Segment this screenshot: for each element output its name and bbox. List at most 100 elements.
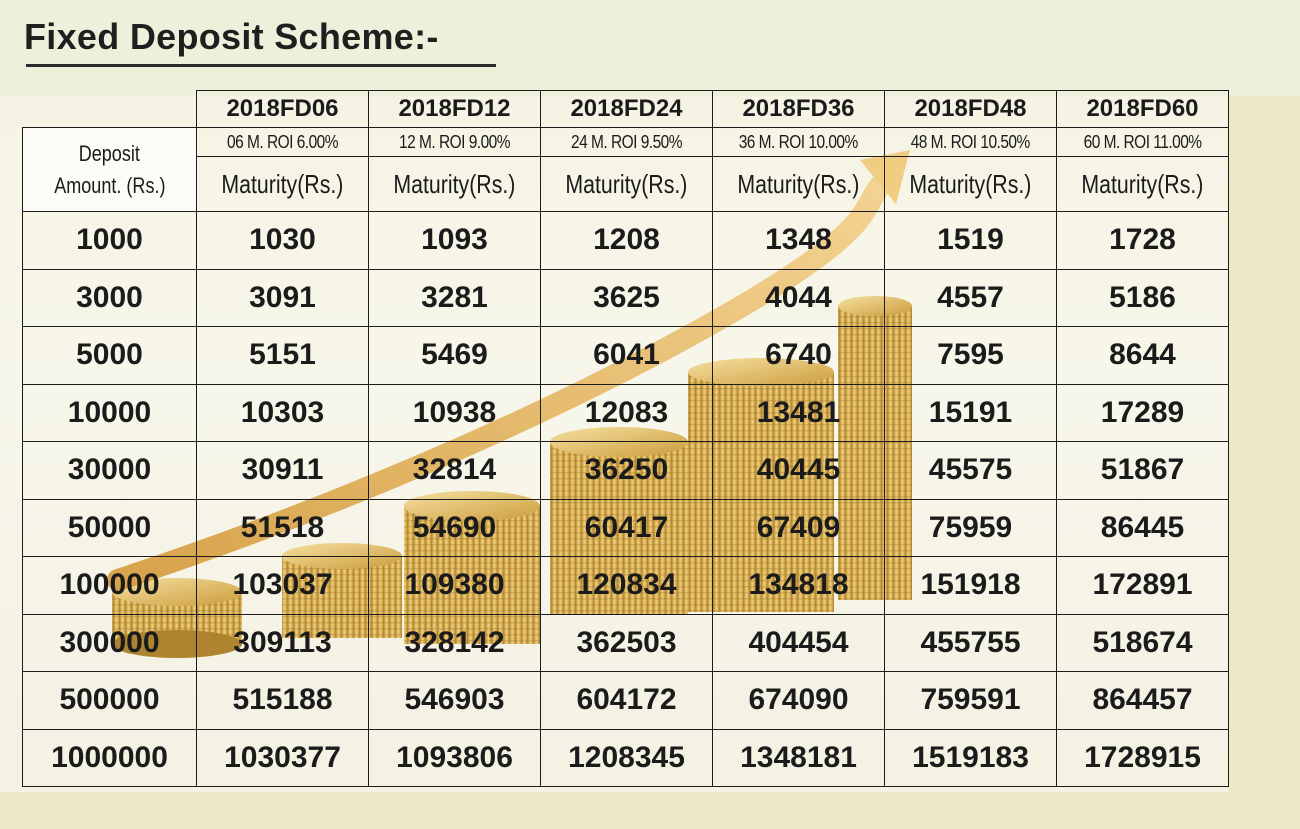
maturity-value-cell: 30911 (196, 441, 369, 500)
maturity-value-cell: 3281 (368, 268, 541, 327)
scheme-code: 2018FD48 (884, 90, 1057, 128)
maturity-header: Maturity(Rs.) (712, 156, 885, 212)
maturity-value-cell: 455755 (884, 613, 1057, 672)
deposit-amount-cell: 1000000 (22, 728, 197, 787)
deposit-amount-cell: 300000 (22, 613, 197, 672)
table-row: 500000 515188 546903 604172 674090 759591 8644… (22, 671, 1229, 730)
scheme-roi: 48 M. ROI 10.50% (884, 127, 1057, 157)
scheme-roi: 36 M. ROI 10.00% (712, 127, 885, 157)
maturity-value-cell: 67409 (712, 498, 885, 557)
maturity-value-cell: 604172 (540, 671, 713, 730)
maturity-value-cell: 12083 (540, 383, 713, 442)
maturity-value-cell: 1519183 (884, 728, 1057, 787)
maturity-value-cell: 51518 (196, 498, 369, 557)
deposit-amount-cell: 500000 (22, 671, 197, 730)
table-row: 5000 5151 5469 6041 6740 7595 8644 (22, 326, 1229, 385)
maturity-value-cell: 546903 (368, 671, 541, 730)
maturity-text: Maturity(Rs.) (393, 168, 516, 199)
table-row: 300000 309113 328142 362503 404454 455755 5186… (22, 613, 1229, 672)
table-body: 1000 1030 1093 1208 1348 1519 1728 3000 3091 3281… (22, 211, 1229, 787)
maturity-text: Maturity(Rs.) (737, 168, 860, 199)
maturity-value-cell: 86445 (1056, 498, 1229, 557)
maturity-value-cell: 6041 (540, 326, 713, 385)
maturity-header: Maturity(Rs.) (1056, 156, 1229, 212)
maturity-value-cell: 13481 (712, 383, 885, 442)
maturity-value-cell: 4044 (712, 268, 885, 327)
maturity-value-cell: 362503 (540, 613, 713, 672)
maturity-value-cell: 32814 (368, 441, 541, 500)
scheme-code: 2018FD24 (540, 90, 713, 128)
maturity-value-cell: 515188 (196, 671, 369, 730)
maturity-value-cell: 60417 (540, 498, 713, 557)
maturity-text: Maturity(Rs.) (1081, 168, 1204, 199)
maturity-value-cell: 1728915 (1056, 728, 1229, 787)
maturity-value-cell: 36250 (540, 441, 713, 500)
maturity-value-cell: 6740 (712, 326, 885, 385)
deposit-amount-cell: 30000 (22, 441, 197, 500)
maturity-value-cell: 15191 (884, 383, 1057, 442)
maturity-value-cell: 7595 (884, 326, 1057, 385)
maturity-value-cell: 40445 (712, 441, 885, 500)
scheme-code-row: 2018FD06 2018FD12 2018FD24 2018FD36 2018… (23, 90, 1229, 128)
maturity-value-cell: 51867 (1056, 441, 1229, 500)
background-bottom-strip (0, 792, 1300, 829)
maturity-value-cell: 1093 (368, 211, 541, 270)
roi-text: 48 M. ROI 10.50% (910, 131, 1031, 152)
deposit-amount-cell: 5000 (22, 326, 197, 385)
table-row: 10000 10303 10938 12083 13481 15191 17289 (22, 383, 1229, 442)
maturity-value-cell: 1208345 (540, 728, 713, 787)
maturity-header: Maturity(Rs.) (196, 156, 369, 212)
scheme-roi: 06 M. ROI 6.00% (196, 127, 369, 157)
maturity-value-cell: 759591 (884, 671, 1057, 730)
deposit-amount-cell: 3000 (22, 268, 197, 327)
maturity-header: Maturity(Rs.) (540, 156, 713, 212)
deposit-header-line-1: Deposit (78, 140, 141, 166)
maturity-header-row: Maturity(Rs.) Maturity(Rs.) Maturity(Rs.… (23, 156, 1229, 212)
maturity-text: Maturity(Rs.) (565, 168, 688, 199)
deposit-header-line-2: Amount. (Rs.) (53, 172, 166, 198)
table-row: 50000 51518 54690 60417 67409 75959 86445 (22, 498, 1229, 557)
maturity-value-cell: 5469 (368, 326, 541, 385)
scheme-roi-row: Deposit Amount. (Rs.) 06 M. ROI 6.00% 12… (22, 127, 1229, 212)
table-row: 1000000 1030377 1093806 1208345 1348181 15191… (22, 728, 1229, 787)
table-row: 3000 3091 3281 3625 4044 4557 5186 (22, 268, 1229, 327)
maturity-value-cell: 10938 (368, 383, 541, 442)
maturity-value-cell: 134818 (712, 556, 885, 615)
maturity-value-cell: 103037 (196, 556, 369, 615)
maturity-value-cell: 1030 (196, 211, 369, 270)
roi-text: 24 M. ROI 9.50% (571, 131, 683, 152)
maturity-value-cell: 172891 (1056, 556, 1229, 615)
scheme-code: 2018FD36 (712, 90, 885, 128)
deposit-amount-header: Deposit Amount. (Rs.) (22, 127, 197, 212)
maturity-value-cell: 864457 (1056, 671, 1229, 730)
maturity-value-cell: 1208 (540, 211, 713, 270)
maturity-value-cell: 3625 (540, 268, 713, 327)
table-row: 30000 30911 32814 36250 40445 45575 51867 (22, 441, 1229, 500)
scheme-code: 2018FD06 (196, 90, 369, 128)
maturity-value-cell: 5186 (1056, 268, 1229, 327)
deposit-amount-cell: 50000 (22, 498, 197, 557)
maturity-value-cell: 17289 (1056, 383, 1229, 442)
maturity-value-cell: 4557 (884, 268, 1057, 327)
deposit-amount-cell: 10000 (22, 383, 197, 442)
maturity-value-cell: 1348 (712, 211, 885, 270)
scheme-code: 2018FD60 (1056, 90, 1229, 128)
maturity-value-cell: 109380 (368, 556, 541, 615)
maturity-header: Maturity(Rs.) (884, 156, 1057, 212)
maturity-value-cell: 328142 (368, 613, 541, 672)
maturity-value-cell: 54690 (368, 498, 541, 557)
maturity-text: Maturity(Rs.) (909, 168, 1032, 199)
maturity-value-cell: 518674 (1056, 613, 1229, 672)
roi-text: 06 M. ROI 6.00% (227, 131, 339, 152)
corner-blank (23, 91, 197, 128)
maturity-value-cell: 75959 (884, 498, 1057, 557)
deposit-amount-cell: 100000 (22, 556, 197, 615)
title-underline (26, 64, 496, 67)
maturity-value-cell: 1093806 (368, 728, 541, 787)
maturity-value-cell: 404454 (712, 613, 885, 672)
maturity-value-cell: 45575 (884, 441, 1057, 500)
maturity-value-cell: 151918 (884, 556, 1057, 615)
maturity-value-cell: 8644 (1056, 326, 1229, 385)
roi-text: 60 M. ROI 11.00% (1083, 131, 1202, 152)
maturity-header: Maturity(Rs.) (368, 156, 541, 212)
